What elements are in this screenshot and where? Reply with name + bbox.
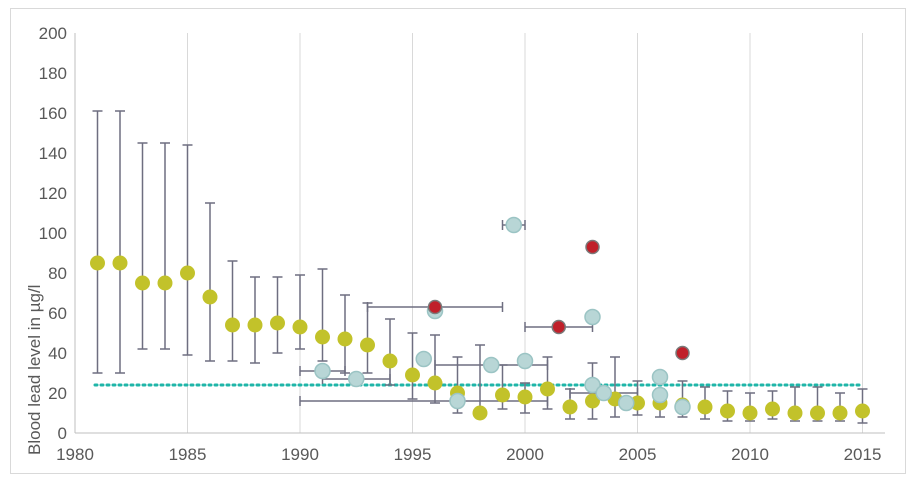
data-point (675, 345, 690, 361)
data-point (810, 405, 825, 421)
data-point (505, 216, 522, 234)
x-tick-label: 1990 (281, 445, 319, 464)
y-tick-label: 40 (48, 344, 67, 363)
data-point (595, 384, 612, 402)
data-point (585, 239, 600, 255)
data-point (405, 367, 420, 383)
data-point (360, 337, 375, 353)
data-point (562, 399, 578, 415)
y-tick-label: 60 (48, 304, 67, 323)
data-point (551, 319, 566, 335)
data-point (415, 350, 432, 368)
y-tick-label: 140 (39, 144, 67, 163)
y-tick-label: 100 (39, 224, 67, 243)
x-tick-label: 2005 (619, 445, 657, 464)
data-point (651, 386, 669, 404)
data-point (618, 394, 635, 412)
data-point (832, 405, 848, 421)
x-tick-label: 1980 (56, 445, 94, 464)
x-tick-label: 1985 (169, 445, 207, 464)
y-tick-label: 120 (39, 184, 67, 203)
grid-lines (74, 33, 863, 433)
data-point (765, 401, 780, 417)
x-tick-label: 2000 (506, 445, 544, 464)
data-point (90, 255, 105, 271)
data-point (135, 275, 150, 291)
x-tick-label: 2010 (731, 445, 769, 464)
data-point (585, 393, 600, 409)
data-point (202, 289, 218, 305)
y-tick-label: 80 (48, 264, 67, 283)
data-point (584, 308, 601, 326)
y-tick-label: 200 (39, 24, 67, 43)
data-point (651, 368, 669, 386)
y-tick-label: 180 (39, 64, 67, 83)
data-point (855, 403, 870, 419)
data-point (315, 329, 330, 345)
data-point (247, 317, 263, 333)
data-point (337, 331, 353, 347)
data-point (472, 405, 488, 421)
y-axis-label: Blood lead level in µg/l (25, 285, 44, 455)
data-point (540, 381, 555, 397)
data-point (225, 317, 240, 333)
data-point (630, 395, 645, 411)
data-point (495, 387, 510, 403)
data-point (157, 275, 173, 291)
data-point (516, 352, 534, 370)
x-tick-label: 2015 (844, 445, 882, 464)
data-point (348, 370, 365, 388)
data-point (270, 315, 285, 331)
x-tick-label: 1995 (394, 445, 432, 464)
y-tick-label: 0 (58, 424, 67, 443)
chart-frame (10, 8, 906, 474)
y-tick-label: 160 (39, 104, 67, 123)
data-point (787, 405, 803, 421)
data-point (720, 403, 735, 419)
data-point (427, 375, 443, 391)
data-point (292, 319, 308, 335)
data-point (382, 353, 398, 369)
data-point (449, 392, 466, 410)
data-point (517, 389, 533, 405)
data-point (112, 255, 128, 271)
y-tick-label: 20 (48, 384, 67, 403)
error-bars (92, 110, 868, 424)
data-point (314, 362, 331, 380)
data-point (742, 405, 758, 421)
data-point (180, 265, 195, 281)
data-points (90, 216, 870, 421)
data-point (697, 399, 713, 415)
data-point (674, 398, 691, 416)
data-point (483, 356, 500, 374)
data-point (584, 376, 601, 394)
data-point (427, 299, 443, 315)
